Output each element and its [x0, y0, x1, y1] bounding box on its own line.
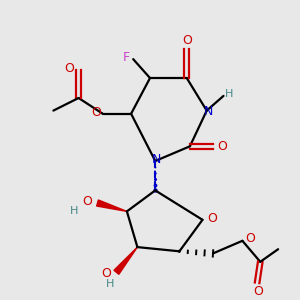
- Text: O: O: [253, 285, 263, 298]
- Text: O: O: [182, 34, 192, 47]
- Text: O: O: [82, 196, 92, 208]
- Text: O: O: [207, 212, 217, 225]
- Text: H: H: [106, 279, 114, 289]
- Text: N: N: [152, 154, 161, 166]
- Text: O: O: [218, 140, 227, 153]
- Text: N: N: [204, 105, 214, 118]
- Text: F: F: [122, 50, 129, 64]
- Text: H: H: [70, 206, 79, 216]
- Text: O: O: [92, 106, 101, 119]
- Text: O: O: [64, 62, 74, 75]
- Polygon shape: [97, 200, 127, 212]
- Text: O: O: [245, 232, 255, 245]
- Polygon shape: [114, 247, 137, 274]
- Text: H: H: [225, 89, 233, 99]
- Text: O: O: [101, 267, 111, 280]
